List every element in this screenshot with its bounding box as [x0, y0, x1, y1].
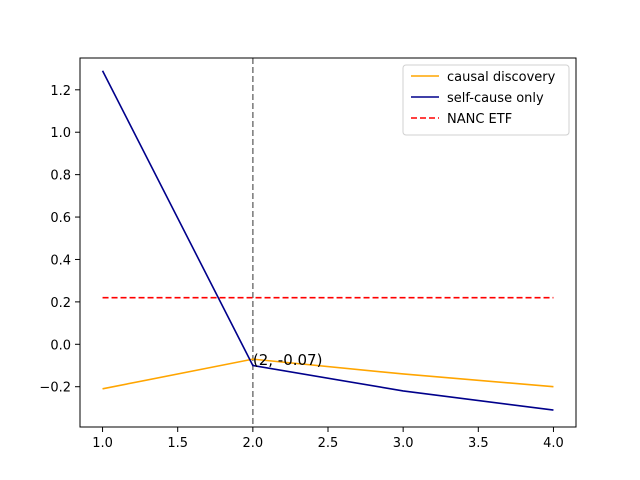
y-axis: −0.2 0.0 0.2 0.4 0.6 0.8 1.0 1.2: [39, 84, 80, 396]
y-tick-label: −0.2: [39, 381, 71, 396]
y-tick-label: 0.0: [50, 338, 71, 353]
legend-box: [402, 64, 570, 136]
legend: causal discovery self-cause only NANC ETF: [402, 64, 570, 136]
x-axis: 1.0 1.5 2.0 2.5 3.0 3.5 4.0: [92, 427, 564, 451]
x-tick-label: 2.5: [318, 436, 339, 451]
y-tick-label: 0.2: [50, 296, 71, 311]
x-tick-label: 1.5: [167, 436, 188, 451]
x-tick-label: 1.0: [92, 436, 113, 451]
annotation-layer: (2, -0.07): [253, 351, 323, 369]
legend-label-nanc-etf: NANC ETF: [447, 112, 512, 127]
y-tick-label: 0.8: [50, 169, 71, 184]
point-annotation: (2, -0.07): [253, 351, 323, 369]
x-tick-label: 4.0: [543, 436, 564, 451]
y-tick-label: 1.2: [50, 84, 71, 99]
y-tick-label: 0.6: [50, 211, 71, 226]
x-tick-label: 3.0: [393, 436, 414, 451]
series-line-causal-discovery: [102, 358, 554, 390]
x-tick-label: 2.0: [243, 436, 264, 451]
y-tick-label: 0.4: [50, 253, 71, 268]
series-layer: [101, 58, 554, 427]
legend-label-self-cause-only: self-cause only: [447, 91, 544, 106]
legend-label-causal-discovery: causal discovery: [447, 70, 556, 85]
series-line-self-cause-only: [101, 70, 554, 411]
y-tick-label: 1.0: [50, 126, 71, 141]
x-tick-label: 3.5: [468, 436, 489, 451]
